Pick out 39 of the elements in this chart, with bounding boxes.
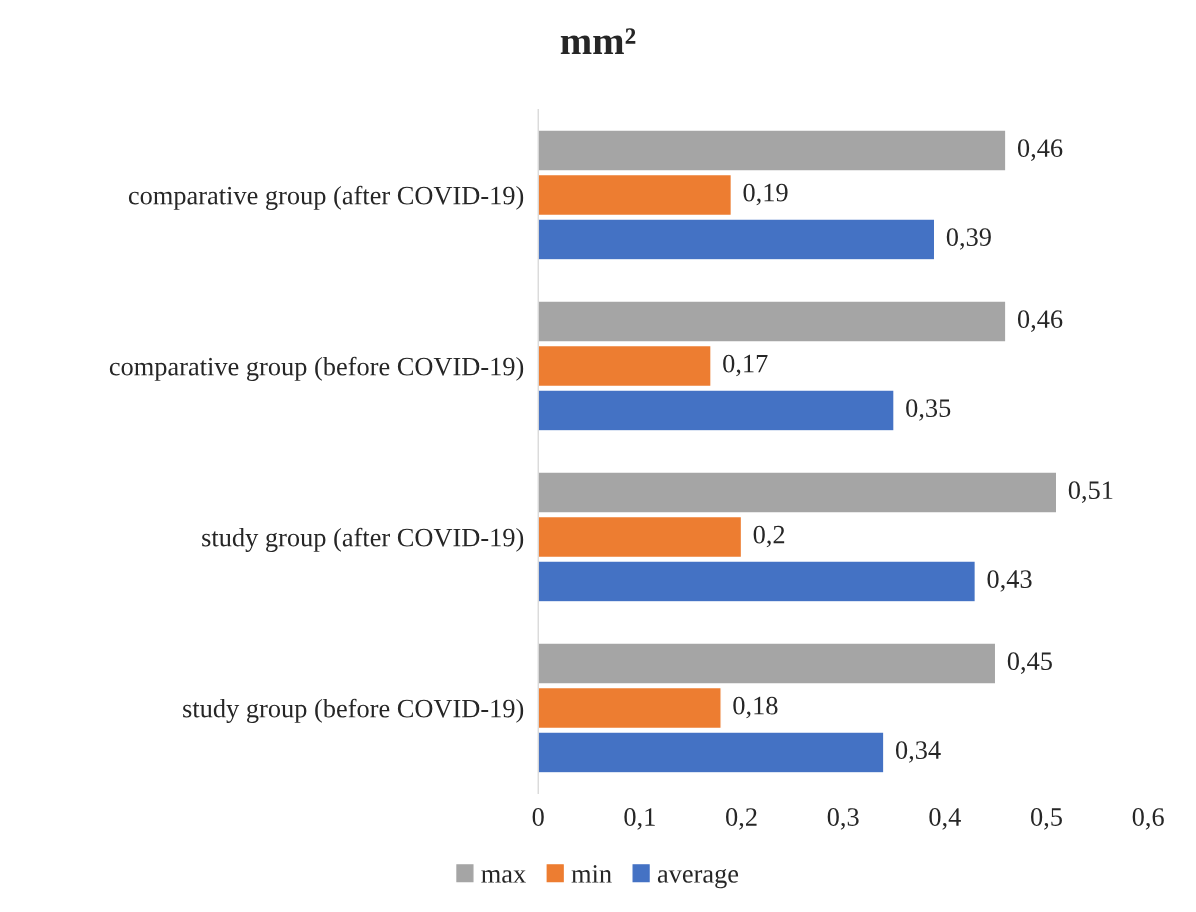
x-tick-label: 0,2 (726, 808, 757, 830)
bar (538, 642, 997, 685)
bar (538, 344, 712, 388)
data-label: 0,46 (1017, 310, 1063, 332)
bar (538, 173, 733, 217)
bar (538, 129, 1007, 172)
x-tick-label: 0,3 (827, 808, 859, 830)
x-tick-label: 0,4 (929, 808, 961, 830)
bar (538, 389, 895, 432)
bar (538, 300, 1007, 343)
data-label: 0,34 (895, 741, 941, 763)
data-label: 0,17 (723, 354, 768, 377)
x-tick-label: 0 (532, 808, 544, 826)
y-tick-label: comparative group (after COVID-19) (128, 185, 524, 210)
data-label: 0,2 (753, 525, 785, 548)
legend-label: average (657, 869, 739, 889)
x-tick-label: 0,6 (1132, 808, 1164, 830)
y-tick-label: study group (after COVID-19) (202, 527, 524, 552)
legend-label: max (481, 870, 526, 883)
data-label: 0,39 (946, 228, 991, 250)
y-tick-label: comparative group (before COVID-19) (109, 356, 524, 381)
data-label: 0,46 (1017, 139, 1063, 161)
bar (538, 218, 936, 261)
legend-label: min (571, 865, 612, 883)
bar (538, 731, 885, 774)
y-tick-label: study group (before COVID-19) (183, 698, 524, 723)
data-label: 0,18 (733, 696, 778, 719)
data-label: 0,51 (1068, 481, 1113, 503)
chart-title: mm² (560, 28, 636, 54)
data-label: 0,19 (743, 183, 788, 206)
bar (538, 560, 977, 603)
data-label: 0,43 (987, 570, 1032, 592)
bar (538, 686, 722, 730)
data-label: 0,45 (1007, 652, 1052, 674)
x-tick-label: 0,5 (1031, 808, 1062, 830)
data-label: 0,35 (906, 399, 951, 421)
bar (538, 515, 743, 559)
bar (538, 471, 1058, 514)
x-tick-label: 0,1 (624, 808, 655, 830)
